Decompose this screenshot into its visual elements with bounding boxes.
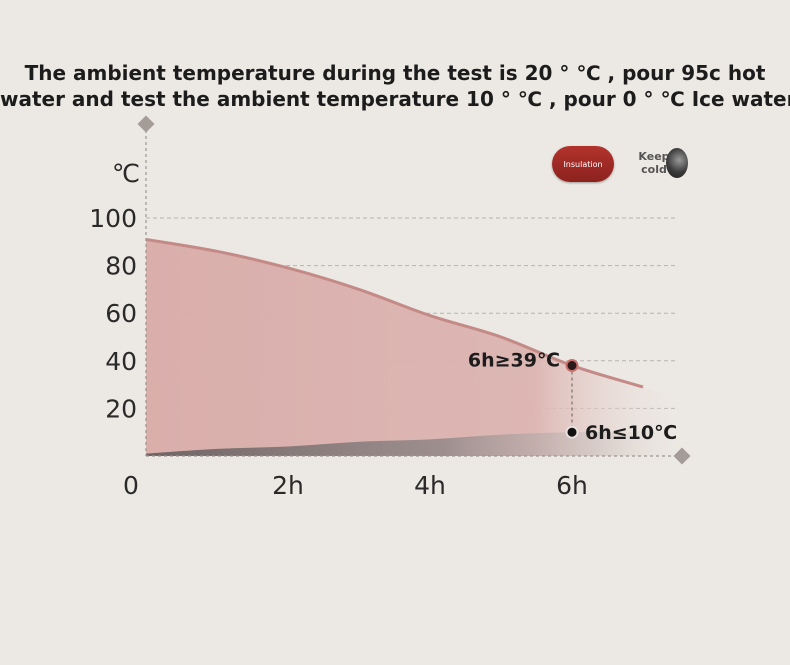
chart-title-line-2: water and test the ambient temperature 1… (0, 87, 790, 111)
annotations: 6h≥39℃ 6h≤10℃ (468, 350, 677, 445)
y-axis-end-marker (137, 115, 155, 133)
axes (137, 115, 691, 465)
chart-title: The ambient temperature during the test … (0, 60, 790, 112)
series-area-insulation (146, 239, 686, 456)
annotation-label-keep-cold: 6h≤10℃ (585, 422, 677, 444)
annotation-label-insulation: 6h≥39℃ (468, 350, 560, 372)
legend-keep-cold-line1: Keep (638, 150, 670, 163)
series-area-keep-cold (146, 432, 686, 456)
legend-insulation-label: Insulation (563, 159, 603, 169)
legend-insulation-marker: Insulation (552, 146, 614, 182)
y-tick-label-60: 60 (105, 299, 137, 328)
x-tick-label-0: 0 (123, 471, 139, 500)
x-tick-label-6: 6h (556, 471, 588, 500)
series-areas (145, 237, 686, 456)
y-axis-unit-label: ℃ (112, 159, 140, 188)
annotation-point-insulation (565, 359, 579, 373)
x-tick-label-4: 4h (414, 471, 446, 500)
y-tick-label-40: 40 (105, 347, 137, 376)
legend-keep-cold-marker (666, 148, 688, 178)
y-tick-label-20: 20 (105, 394, 137, 423)
x-tick-label-2: 2h (272, 471, 304, 500)
legend-keep-cold-line2: cold (641, 163, 667, 176)
annotation-point-keep-cold (565, 425, 579, 439)
y-tick-label-100: 100 (89, 204, 137, 233)
y-tick-label-80: 80 (105, 252, 137, 281)
x-axis-end-marker (673, 447, 691, 465)
legend-keep-cold-label: Keep cold (634, 150, 674, 176)
tick-labels: ℃ 20 40 60 80 100 0 2h 4h 6h (89, 159, 588, 500)
chart-title-line-1: The ambient temperature during the test … (24, 61, 766, 85)
series-line-insulation (145, 237, 644, 389)
